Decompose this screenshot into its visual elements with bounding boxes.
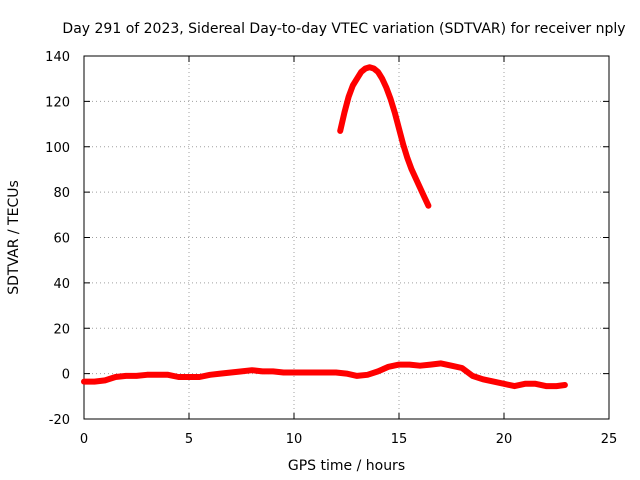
data-point <box>459 365 465 371</box>
data-point <box>123 373 129 379</box>
data-point <box>413 176 419 181</box>
data-point <box>383 85 389 91</box>
data-point <box>396 362 402 368</box>
data-point <box>218 371 223 377</box>
data-point <box>333 370 339 375</box>
data-point <box>375 368 381 374</box>
data-point <box>417 185 423 191</box>
data-point <box>386 364 391 370</box>
data-point <box>396 126 402 132</box>
data-point <box>176 374 181 380</box>
data-point <box>346 94 352 100</box>
data-point <box>323 370 328 375</box>
data-point <box>562 382 568 388</box>
series-line-peak <box>337 64 432 209</box>
data-point <box>421 194 427 200</box>
data-point <box>341 110 347 116</box>
data-point <box>312 370 318 375</box>
data-point <box>388 96 394 102</box>
data-point <box>392 110 398 116</box>
data-point <box>365 372 370 378</box>
y-tick-label: 80 <box>53 186 70 201</box>
data-point <box>358 69 364 75</box>
data-point <box>113 374 118 380</box>
y-tick-label: 0 <box>62 368 70 383</box>
data-point <box>470 373 475 379</box>
data-point <box>281 370 286 375</box>
axis-ticks <box>83 55 610 420</box>
x-tick-label: 20 <box>496 432 513 447</box>
data-point <box>404 155 410 161</box>
x-tick-label: 25 <box>601 432 618 447</box>
x-tick-label: 10 <box>286 432 303 447</box>
data-point <box>409 166 415 172</box>
y-tick-label: 40 <box>53 277 70 292</box>
data-point <box>344 371 349 377</box>
data-point <box>512 383 517 389</box>
data-point <box>350 83 356 88</box>
data-point <box>501 381 507 387</box>
data-point <box>270 368 276 374</box>
x-tick-label: 0 <box>80 432 88 447</box>
y-tick-label: 100 <box>45 141 70 156</box>
data-point <box>197 374 202 380</box>
data-point <box>186 374 192 380</box>
data-point <box>102 377 108 383</box>
data-point <box>533 381 538 387</box>
data-point <box>543 383 549 389</box>
y-axis-label: SDTVAR / TECUs <box>6 180 22 295</box>
gridlines <box>84 56 609 419</box>
data-point <box>362 66 368 71</box>
data-point <box>155 372 160 378</box>
data-point <box>144 372 150 378</box>
y-tick-label: 140 <box>45 50 70 65</box>
data-point <box>425 203 431 209</box>
y-tick-label: 60 <box>53 232 70 247</box>
data-point <box>249 367 255 373</box>
data-point <box>428 362 433 368</box>
x-tick-label: 15 <box>391 432 408 447</box>
data-point <box>207 372 213 378</box>
data-point <box>291 370 297 375</box>
y-tick-label: 120 <box>45 95 70 110</box>
data-point <box>407 362 412 368</box>
x-axis-label: GPS time / hours <box>288 458 405 474</box>
data-point <box>400 142 406 147</box>
data-point <box>337 128 343 134</box>
y-tick-label: -20 <box>49 413 70 428</box>
data-point <box>417 363 423 369</box>
data-point <box>165 372 171 378</box>
data-point <box>260 368 265 374</box>
data-point <box>81 379 87 385</box>
data-point <box>92 379 97 385</box>
data-point <box>375 69 381 75</box>
data-point <box>302 370 307 375</box>
data-point <box>354 76 360 82</box>
data-point <box>228 370 234 375</box>
data-point <box>371 66 377 71</box>
data-point <box>554 383 559 389</box>
data-point <box>239 368 244 374</box>
data-point <box>491 379 496 385</box>
y-tick-labels: -20 0 20 40 60 80 100 120 140 <box>45 50 70 428</box>
y-tick-label: 20 <box>53 322 70 337</box>
data-point <box>379 76 385 82</box>
x-tick-label: 5 <box>185 432 193 447</box>
x-tick-labels: 0 5 10 15 20 25 <box>80 432 617 447</box>
data-point <box>480 376 486 382</box>
data-point <box>438 360 444 366</box>
data-point <box>522 381 528 387</box>
data-point <box>367 64 373 70</box>
data-point <box>134 373 139 379</box>
series-layer <box>81 64 568 390</box>
data-point <box>354 373 360 379</box>
data-point <box>449 363 454 369</box>
chart-title: Day 291 of 2023, Sidereal Day-to-day VTE… <box>62 21 625 37</box>
